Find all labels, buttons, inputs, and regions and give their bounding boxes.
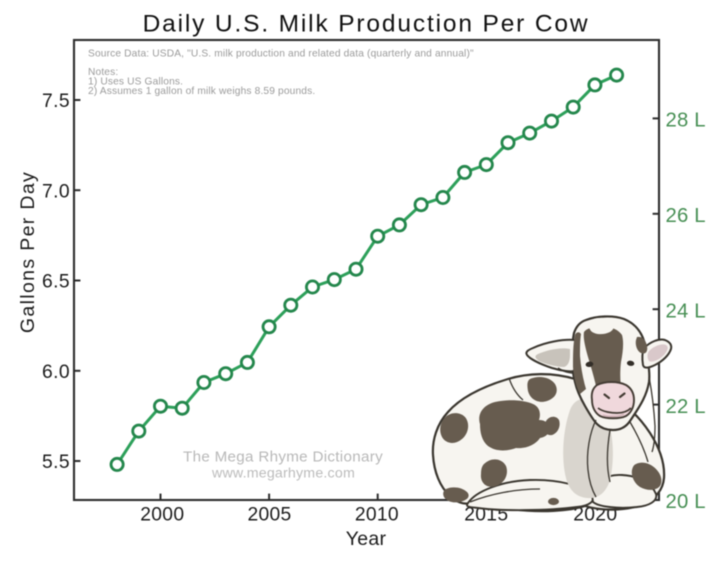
svg-text:26 L: 26 L — [666, 205, 706, 227]
svg-text:1) Uses US Gallons.: 1) Uses US Gallons. — [88, 77, 183, 88]
svg-text:20 L: 20 L — [666, 491, 706, 513]
svg-text:5.5: 5.5 — [42, 452, 70, 473]
svg-text:22 L: 22 L — [666, 396, 706, 418]
svg-text:Source Data: USDA, "U.S. milk: Source Data: USDA, "U.S. milk production… — [88, 49, 474, 60]
svg-text:2005: 2005 — [247, 504, 291, 525]
svg-text:28 L: 28 L — [666, 110, 706, 132]
svg-text:24 L: 24 L — [666, 300, 706, 322]
svg-text:6.0: 6.0 — [42, 362, 70, 383]
svg-text:Year: Year — [346, 528, 387, 550]
svg-text:7.0: 7.0 — [42, 181, 70, 202]
svg-text:2010: 2010 — [355, 504, 399, 525]
svg-text:7.5: 7.5 — [42, 91, 70, 112]
svg-text:The Mega Rhyme Dictionary: The Mega Rhyme Dictionary — [183, 449, 383, 466]
svg-text:2) Assumes 1 gallon of milk w: 2) Assumes 1 gallon of milk weighs 8.59 … — [88, 86, 315, 97]
svg-text:Gallons Per Day: Gallons Per Day — [17, 171, 39, 333]
svg-text:2000: 2000 — [140, 504, 184, 525]
svg-text:6.5: 6.5 — [42, 272, 70, 293]
svg-text:Daily U.S. Milk Production Per: Daily U.S. Milk Production Per Cow — [143, 10, 590, 37]
svg-text:www.megarhyme.com: www.megarhyme.com — [211, 465, 355, 481]
svg-text:Notes:: Notes: — [88, 67, 118, 78]
